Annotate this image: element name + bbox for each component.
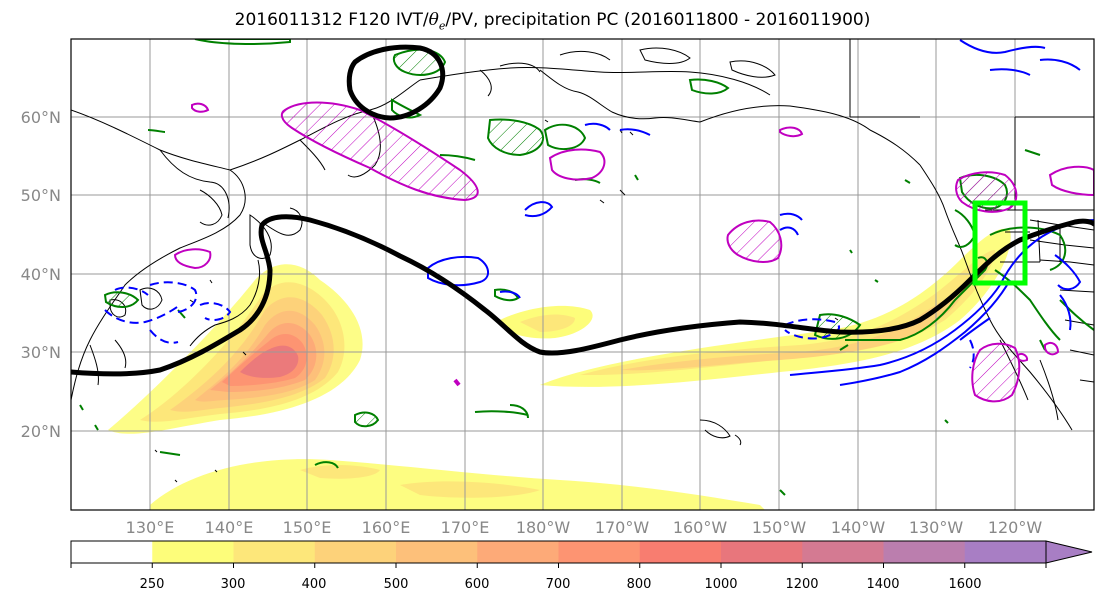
lon-label: 150°E (283, 518, 332, 537)
colorbar-tick-label: 1200 (785, 577, 818, 592)
colorbar-tick-marks (70, 563, 1047, 568)
lon-label: 180°W (516, 518, 571, 537)
lat-label: 20°N (21, 422, 61, 441)
colorbar-tick-label: 600 (465, 577, 490, 592)
colorbar-segment (396, 541, 478, 563)
latitude-labels: 60°N 50°N 40°N 30°N 20°N (21, 108, 61, 441)
lat-label: 30°N (21, 343, 61, 362)
colorbar-tick-label: 500 (384, 577, 409, 592)
ivt-shading (108, 228, 1011, 510)
colorbar-segment (639, 541, 722, 563)
colorbar-segment (802, 541, 884, 563)
lon-label: 160°E (362, 518, 411, 537)
colorbar-tick-label: 700 (546, 577, 571, 592)
colorbar-tick-label: 1600 (948, 577, 981, 592)
lon-label: 140°W (831, 518, 886, 537)
lon-label: 140°E (205, 518, 254, 537)
colorbar-tick-label: 1400 (866, 577, 899, 592)
map-frame (70, 38, 1095, 511)
lat-label: 50°N (21, 186, 61, 205)
colorbar-segment (71, 541, 153, 563)
colorbar: 250 300 400 500 600 700 800 1000 1200 14… (70, 540, 1093, 592)
lon-label: 150°W (752, 518, 807, 537)
lon-label: 160°W (673, 518, 728, 537)
graticule (71, 39, 1094, 510)
colorbar-segment (721, 541, 803, 563)
colorbar-segment (883, 541, 966, 563)
colorbar-tick-labels: 250 300 400 500 600 700 800 1000 1200 14… (140, 577, 982, 592)
map-title: 2016011312 F120 IVT/θe/PV, precipitation… (234, 10, 871, 33)
colorbar-tick-label: 300 (221, 577, 246, 592)
colorbar-segment (964, 541, 1047, 563)
lat-label: 40°N (21, 265, 61, 284)
lon-label: 120°W (988, 518, 1043, 537)
colorbar-extend-arrow (1045, 540, 1093, 564)
colorbar-tick-label: 1000 (704, 577, 737, 592)
coastlines (71, 47, 1073, 483)
longitude-labels: 130°E 140°E 150°E 160°E 170°E 180°W 170°… (126, 518, 1043, 537)
theta-e-contours (104, 39, 1094, 386)
colorbar-segment (558, 541, 641, 563)
lon-label: 170°W (595, 518, 650, 537)
colorbar-tick-label: 250 (140, 577, 165, 592)
ivt-contours (71, 44, 1094, 377)
lat-label: 60°N (21, 108, 61, 127)
colorbar-tick-label: 800 (627, 577, 652, 592)
precip-pc-contours (173, 101, 1094, 403)
target-region-box (972, 200, 1028, 286)
colorbar-segment (233, 541, 316, 563)
colorbar-segments (71, 541, 1047, 563)
lon-label: 170°E (441, 518, 490, 537)
colorbar-tick-label: 400 (302, 577, 327, 592)
colorbar-segment (314, 541, 397, 563)
colorbar-segment (152, 541, 234, 563)
colorbar-segment (477, 541, 559, 563)
lon-label: 130°W (909, 518, 964, 537)
lon-label: 130°E (126, 518, 175, 537)
